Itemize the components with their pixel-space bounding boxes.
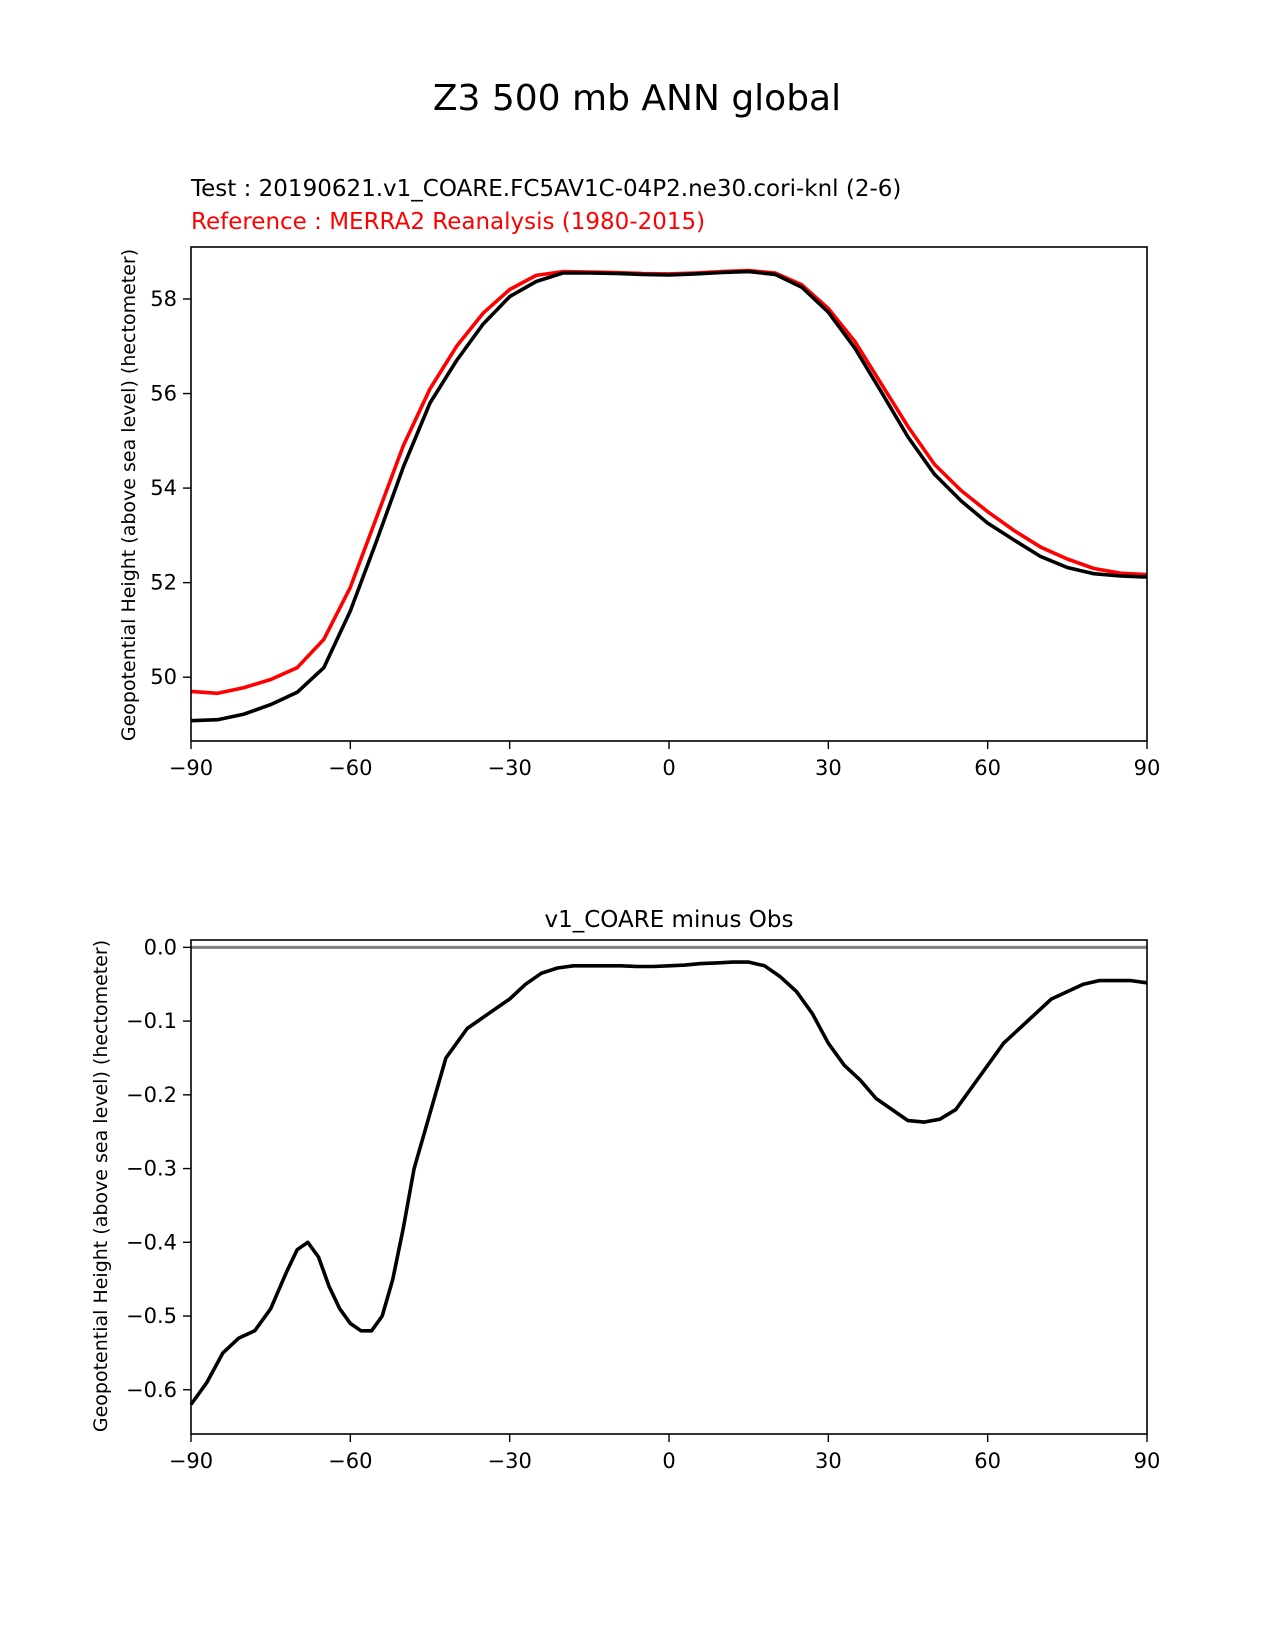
top-ytick-label: 50 xyxy=(150,665,177,689)
top-xtick-label: 90 xyxy=(1134,756,1161,780)
bottom-ytick-label: −0.2 xyxy=(126,1083,177,1107)
bottom-ytick-label: −0.4 xyxy=(126,1230,177,1254)
top-xtick-label: −30 xyxy=(488,756,532,780)
bottom-ticks: −90 −60 −30 0 30 60 90 0.0 −0.1 −0.2 −0.3 −0.4 −0.5 −… xyxy=(126,935,1160,1473)
bottom-ytick-label: −0.6 xyxy=(126,1378,177,1402)
top-ytick-label: 52 xyxy=(150,571,177,595)
bottom-xtick-label: 0 xyxy=(662,1449,675,1473)
top-ylabel: Geopotential Height (above sea level) (h… xyxy=(118,249,140,741)
bottom-ytick-label: −0.1 xyxy=(126,1009,177,1033)
top-ytick-label: 58 xyxy=(150,287,177,311)
bottom-panel: v1_COARE minus Obs Geopotential Height (… xyxy=(90,907,1160,1473)
top-axes-frame xyxy=(190,246,1148,742)
top-xtick-label: 30 xyxy=(815,756,842,780)
bottom-title: v1_COARE minus Obs xyxy=(545,907,794,933)
bottom-ylabel: Geopotential Height (above sea level) (h… xyxy=(90,940,112,1432)
top-ticks: −90 −60 −30 0 30 60 90 50 52 54 56 58 xyxy=(150,287,1160,780)
top-panel: Test : 20190621.v1_COARE.FC5AV1C-04P2.ne… xyxy=(118,176,1160,780)
bottom-xtick-label: −90 xyxy=(169,1449,213,1473)
top-xtick-label: 0 xyxy=(662,756,675,780)
bottom-ytick-label: −0.5 xyxy=(126,1304,177,1328)
bottom-xtick-label: 30 xyxy=(815,1449,842,1473)
bottom-series xyxy=(189,945,1148,1406)
bottom-axes-frame xyxy=(190,939,1148,1435)
top-ytick-label: 54 xyxy=(150,476,177,500)
top-xtick-label: 60 xyxy=(974,756,1001,780)
bottom-xtick-label: −30 xyxy=(488,1449,532,1473)
test-label: Test : 20190621.v1_COARE.FC5AV1C-04P2.ne… xyxy=(190,176,901,202)
bottom-xtick-label: 90 xyxy=(1134,1449,1161,1473)
figure-suptitle: Z3 500 mb ANN global xyxy=(433,78,841,119)
bottom-ytick-label: −0.3 xyxy=(126,1157,177,1181)
top-xtick-label: −90 xyxy=(169,756,213,780)
reference-label: Reference : MERRA2 Reanalysis (1980-2015… xyxy=(191,209,705,235)
bottom-ytick-label: 0.0 xyxy=(144,935,177,959)
top-series-reference xyxy=(190,268,1148,696)
bottom-series-v1-coare-minus-obs xyxy=(189,960,1148,1406)
top-series xyxy=(190,268,1148,723)
top-xtick-label: −60 xyxy=(328,756,372,780)
bottom-xtick-label: 60 xyxy=(974,1449,1001,1473)
top-series-test xyxy=(190,269,1148,723)
bottom-xtick-label: −60 xyxy=(328,1449,372,1473)
top-ytick-label: 56 xyxy=(150,382,177,406)
